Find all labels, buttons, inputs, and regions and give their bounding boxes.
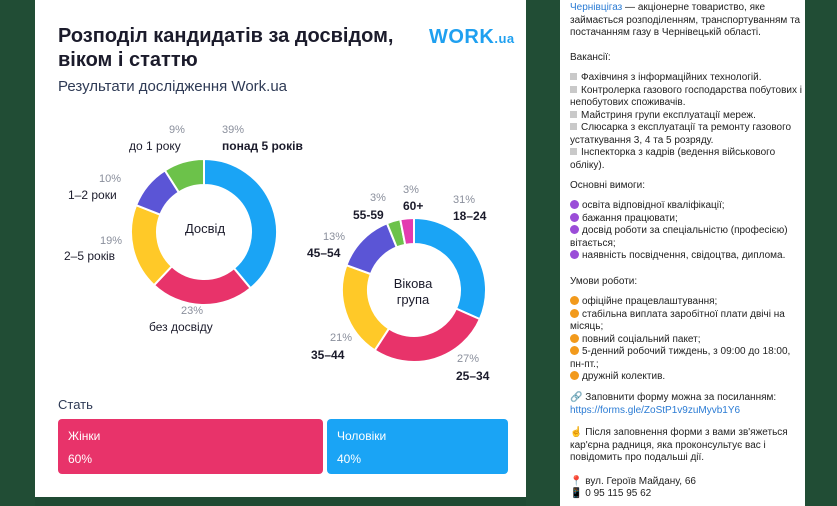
square-bullet-icon: [570, 123, 577, 130]
logo-main-text: WORK: [429, 26, 495, 48]
age-center-label: Вікова група: [383, 276, 443, 308]
women-bar: Жінки 60%: [58, 419, 323, 474]
experience-slice-0: [203, 157, 278, 290]
post-intro: Чернівцігаз — акціонерне товариство, яке…: [570, 2, 802, 40]
condition-item: повний соціальний пакет;: [570, 333, 802, 347]
gap-background: [526, 0, 560, 506]
square-bullet-icon: [570, 148, 577, 155]
conditions-list: офіційне працевлаштування; стабільна вип…: [570, 296, 802, 384]
vacancy-item: Майстриня групи експлуатації мереж.: [570, 110, 802, 123]
condition-item: 5-денний робочий тиждень, з 09:00 до 18:…: [570, 346, 791, 370]
square-bullet-icon: [570, 85, 577, 93]
experience-slice-1: [152, 264, 252, 306]
age-slice-5: [399, 216, 415, 247]
vacancy-item: Інспекторка з кадрів (ведення військовог…: [570, 147, 776, 171]
purple-circle-icon: [570, 200, 579, 209]
after-form-text: ☝ Після заповнення форми з вами зв'яжеть…: [570, 427, 788, 463]
exp-label-noexp: без досвіду: [149, 320, 213, 334]
men-bar: Чоловіки 40%: [327, 419, 508, 474]
exp-pct-1to2: 10%: [99, 173, 122, 185]
women-label: Жінки: [68, 429, 101, 443]
purple-circle-icon: [570, 250, 579, 259]
requirement-item: наявність посвідчення, свідоцтва, диплом…: [570, 250, 802, 263]
age-label-25-34: 25–34: [456, 369, 490, 383]
purple-circle-icon: [570, 225, 579, 234]
vacancy-item: Фахівчиня з інформаційних технологій.: [570, 72, 802, 85]
requirements-list: освіта відповідної кваліфікації; бажання…: [570, 200, 802, 263]
workua-logo: WORK.ua: [429, 26, 515, 49]
vacancy-item: Контролерка газового господарства побуто…: [570, 84, 802, 108]
intro-text: — акціонерне товариство, яке займається …: [570, 2, 801, 38]
right-background-strip: [805, 0, 837, 506]
age-label-18-24: 18–24: [453, 209, 487, 223]
orange-circle-icon: [570, 371, 579, 380]
requirement-item: бажання працювати;: [570, 212, 802, 226]
vacancies-list: Фахівчиня з інформаційних технологій. Ко…: [570, 72, 802, 172]
age-center-line2: група: [396, 292, 430, 307]
infographic-image: Розподіл кандидатів за досвідом, віком і…: [35, 0, 526, 497]
infographic-subtitle: Результати дослідження Work.ua: [58, 78, 288, 95]
exp-label-1to2: 1–2 роки: [68, 188, 117, 202]
age-label-35-44: 35–44: [311, 348, 345, 362]
age-pct-55-59: 3%: [370, 192, 386, 204]
age-pct-60plus: 3%: [403, 184, 419, 196]
women-pct: 60%: [68, 452, 93, 466]
left-background-strip: [0, 0, 35, 506]
men-label: Чоловіки: [337, 429, 387, 443]
condition-item: дружній колектив.: [570, 371, 802, 384]
address-text: 📍 вул. Героїв Майдану, 66: [570, 476, 696, 487]
condition-item: стабільна виплата заробітної плати двічі…: [570, 308, 785, 332]
infographic-title: Розподіл кандидатів за досвідом, віком і…: [58, 25, 394, 71]
orange-circle-icon: [570, 296, 579, 305]
vacancies-title: Вакансії:: [570, 52, 611, 63]
orange-circle-icon: [570, 308, 579, 318]
age-pct-25-34: 27%: [457, 353, 480, 365]
form-text: 🔗 Заповнити форму можна за посиланням:: [570, 392, 777, 403]
experience-slice-4: [163, 157, 205, 194]
age-label-55-59: 55-59: [353, 208, 384, 222]
phone-text: 📱 0 95 115 95 62: [570, 488, 652, 499]
logo-tld-text: .ua: [494, 31, 515, 46]
conditions-title: Умови роботи:: [570, 276, 638, 287]
company-link[interactable]: Чернівцігаз: [570, 2, 623, 13]
form-link[interactable]: https://forms.gle/ZoStP1v9zuMyvb1Y6: [570, 405, 741, 416]
experience-slice-2: [130, 203, 174, 287]
vacancy-item: Слюсарка з експлуатації та ремонту газов…: [570, 122, 792, 146]
age-pct-18-24: 31%: [453, 194, 476, 206]
age-pct-35-44: 21%: [330, 332, 353, 344]
requirement-item: освіта відповідної кваліфікації;: [570, 200, 802, 213]
age-pct-45-54: 13%: [323, 231, 346, 243]
age-center-line1: Вікова: [393, 276, 433, 291]
requirements-title: Основні вимоги:: [570, 180, 646, 191]
exp-pct-2to5: 19%: [100, 235, 123, 247]
orange-circle-icon: [570, 346, 579, 355]
age-label-45-54: 45–54: [307, 246, 341, 260]
exp-pct-noexp: 23%: [181, 305, 204, 317]
sex-section-title: Стать: [58, 397, 93, 412]
men-pct: 40%: [337, 452, 362, 466]
age-label-60plus: 60+: [403, 199, 424, 213]
exp-pct-under1: 9%: [169, 124, 185, 136]
condition-item: офіційне працевлаштування;: [570, 296, 802, 309]
experience-donut-chart: [130, 157, 278, 306]
experience-center-label: Досвід: [184, 221, 226, 236]
post-text-panel: Чернівцігаз — акціонерне товариство, яке…: [560, 0, 805, 506]
purple-circle-icon: [570, 212, 579, 222]
orange-circle-icon: [570, 333, 579, 343]
square-bullet-icon: [570, 73, 577, 80]
exp-label-over5: понад 5 років: [222, 139, 303, 153]
exp-label-2to5: 2–5 років: [64, 249, 115, 263]
exp-pct-over5: 39%: [222, 124, 245, 136]
age-donut-chart: [341, 216, 487, 363]
square-bullet-icon: [570, 110, 577, 118]
exp-label-under1: до 1 року: [129, 139, 181, 153]
requirement-item: досвід роботи за спеціальністю (професіє…: [570, 225, 788, 249]
